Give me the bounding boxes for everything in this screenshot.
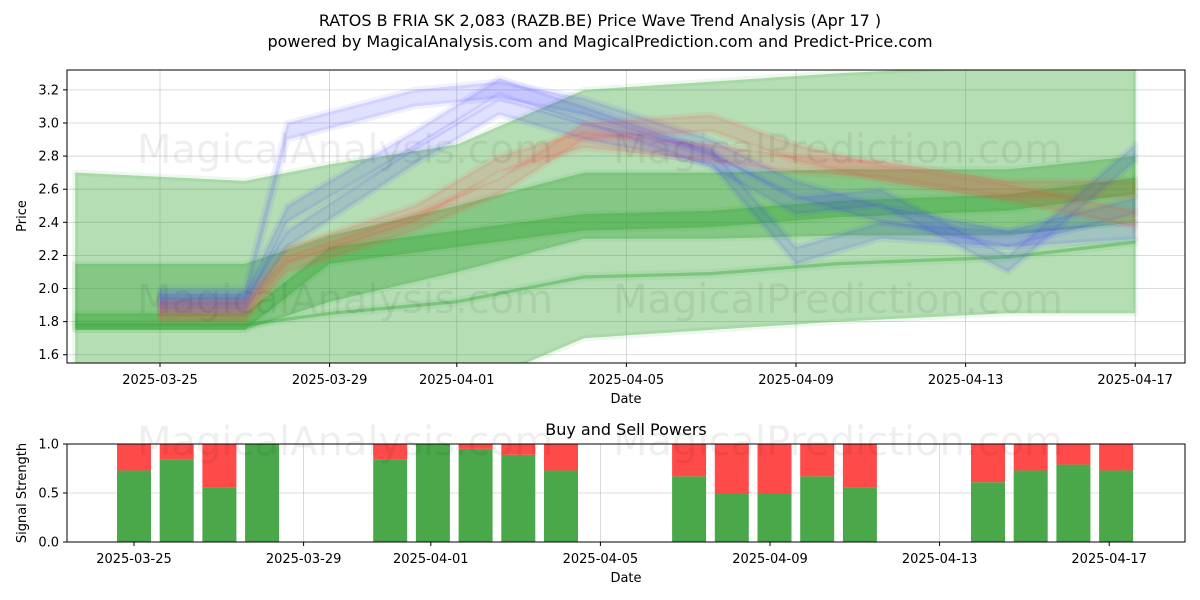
buy-power-bar bbox=[458, 448, 493, 542]
price-grid bbox=[67, 70, 1185, 363]
price-x-tick-label: 2025-04-05 bbox=[589, 373, 665, 388]
price-wave-bands bbox=[72, 70, 1139, 363]
buy-power-bar bbox=[373, 459, 408, 542]
buy-power-bar bbox=[714, 493, 749, 542]
price-y-tick-label: 2.2 bbox=[38, 249, 59, 264]
price-x-tick-label: 2025-04-01 bbox=[419, 373, 495, 388]
signal-bars bbox=[117, 444, 1134, 542]
price-x-tick-label: 2025-03-25 bbox=[122, 373, 198, 388]
signal-x-tick-label: 2025-04-05 bbox=[563, 552, 639, 567]
buy-power-bar bbox=[544, 470, 578, 542]
price-band-red bbox=[157, 128, 1139, 320]
sell-power-bar bbox=[842, 444, 877, 488]
signal-y-tick-label: 0.0 bbox=[38, 536, 59, 551]
buy-power-bar bbox=[245, 444, 280, 542]
signal-y-axis-label: Signal Strength bbox=[15, 443, 30, 543]
buy-power-bar bbox=[1013, 470, 1048, 542]
price-band-red bbox=[157, 111, 1139, 325]
price-x-tick-label: 2025-04-17 bbox=[1097, 373, 1173, 388]
price-y-tick-label: 1.6 bbox=[38, 348, 59, 363]
signal-y-tick-label: 1.0 bbox=[38, 438, 59, 453]
buy-power-bar bbox=[842, 487, 877, 542]
sell-power-bar bbox=[458, 444, 493, 449]
sell-power-bar bbox=[714, 444, 749, 493]
buy-power-bar bbox=[415, 444, 450, 542]
buy-power-bar bbox=[202, 487, 237, 542]
price-x-tick-label: 2025-04-13 bbox=[928, 373, 1004, 388]
price-y-tick-label: 3.0 bbox=[38, 116, 59, 131]
buy-power-bar bbox=[501, 454, 536, 542]
sell-power-bar bbox=[373, 444, 408, 460]
signal-x-tick-label: 2025-04-09 bbox=[732, 552, 808, 567]
price-y-tick-label: 2.4 bbox=[38, 216, 59, 231]
chart-title-line2: powered by MagicalAnalysis.com and Magic… bbox=[267, 32, 932, 51]
buy-power-bar bbox=[672, 476, 707, 542]
buy-power-bar bbox=[159, 459, 194, 542]
price-x-tick-label: 2025-04-09 bbox=[758, 373, 834, 388]
price-x-tick-label: 2025-03-29 bbox=[292, 373, 368, 388]
buy-power-bar bbox=[757, 493, 792, 542]
sell-power-bar bbox=[501, 444, 536, 455]
signal-x-tick-label: 2025-03-29 bbox=[266, 552, 342, 567]
watermark-prediction-top: MagicalPrediction.com bbox=[613, 127, 1063, 173]
signal-x-ticks: 2025-03-25 2025-03-29 2025-04-01 2025-04-05… bbox=[96, 542, 1147, 567]
buy-power-bar bbox=[1056, 464, 1091, 542]
price-y-axis-label: Price bbox=[15, 200, 30, 232]
price-band-green bbox=[72, 153, 1139, 333]
signal-y-ticks: 0.0 0.5 1.0 bbox=[38, 438, 67, 551]
price-bands-clip bbox=[72, 70, 1139, 363]
sell-power-bar bbox=[757, 444, 792, 493]
sell-power-bar bbox=[1013, 444, 1048, 471]
sell-power-bar bbox=[800, 444, 835, 477]
price-band-green bbox=[72, 70, 1139, 363]
price-y-tick-label: 1.8 bbox=[38, 315, 59, 330]
watermark-analysis-bottom: MagicalAnalysis.com bbox=[137, 419, 553, 465]
price-y-tick-label: 2.6 bbox=[38, 183, 59, 198]
sell-power-bar bbox=[1099, 444, 1134, 471]
sell-power-bar bbox=[672, 444, 707, 477]
price-band-green bbox=[72, 237, 1139, 330]
sell-power-bar bbox=[159, 444, 194, 460]
watermark-prediction-mid: MagicalPrediction.com bbox=[613, 277, 1063, 323]
signal-x-axis-label: Date bbox=[610, 571, 641, 586]
price-band-blue bbox=[157, 78, 1139, 309]
price-y-tick-label: 2.8 bbox=[38, 150, 59, 165]
price-x-ticks: 2025-03-25 2025-03-29 2025-04-01 2025-04-05… bbox=[122, 363, 1173, 388]
buy-power-bar bbox=[971, 482, 1005, 542]
price-band-blue bbox=[157, 95, 1139, 317]
sell-power-bar bbox=[117, 444, 151, 471]
sell-power-bar bbox=[1056, 444, 1091, 465]
price-band-green bbox=[72, 174, 1139, 333]
price-x-axis-label: Date bbox=[610, 392, 641, 407]
signal-y-tick-label: 0.5 bbox=[38, 487, 59, 502]
signal-x-tick-label: 2025-03-25 bbox=[96, 552, 172, 567]
buy-power-bar bbox=[800, 476, 835, 542]
signal-x-tick-label: 2025-04-17 bbox=[1071, 552, 1147, 567]
chart-title-line1: RATOS B FRIA SK 2,083 (RAZB.BE) Price Wa… bbox=[319, 11, 881, 30]
price-band-blue bbox=[157, 75, 1139, 313]
price-y-ticks: 1.6 1.8 2.0 2.2 2.4 2.6 2.8 3.0 3.2 bbox=[38, 83, 67, 363]
sell-power-bar bbox=[202, 444, 237, 488]
buy-power-bar bbox=[1099, 470, 1134, 542]
sell-power-bar bbox=[971, 444, 1005, 483]
price-y-tick-label: 2.0 bbox=[38, 282, 59, 297]
watermark-analysis-mid: MagicalAnalysis.com bbox=[137, 277, 553, 323]
signal-chart-title: Buy and Sell Powers bbox=[545, 420, 707, 439]
sell-power-bar bbox=[544, 444, 578, 471]
signal-x-tick-label: 2025-04-01 bbox=[393, 552, 469, 567]
price-y-tick-label: 3.2 bbox=[38, 83, 59, 98]
signal-x-tick-label: 2025-04-13 bbox=[902, 552, 978, 567]
buy-power-bar bbox=[117, 470, 151, 542]
watermark-prediction-bottom: MagicalPrediction.com bbox=[613, 419, 1063, 465]
watermark-analysis-top: MagicalAnalysis.com bbox=[137, 127, 553, 173]
